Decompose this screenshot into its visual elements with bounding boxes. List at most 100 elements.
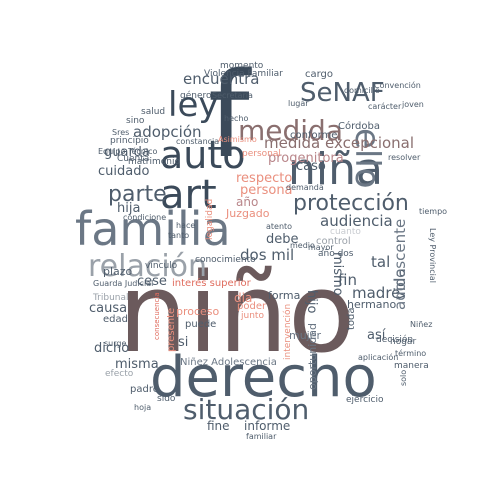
word-presente: presente [166, 307, 177, 352]
word-aplicacion: aplicación [358, 353, 399, 362]
word-ley-provincial: Ley Provincial [428, 228, 437, 283]
word-lugar: lugar [288, 99, 309, 108]
word-proceso: proceso [176, 305, 220, 318]
word-ejercicio: ejercicio [346, 395, 384, 405]
word-hoja: hoja [134, 403, 152, 412]
word-salud: salud [141, 107, 166, 117]
word-tiempo: tiempo [419, 207, 448, 216]
word-consecuencia: consecuencia [153, 292, 161, 340]
word-parte: parte [108, 182, 167, 207]
word-hogar: hogar [390, 337, 417, 347]
word-hermano: hermano [347, 298, 397, 311]
word-sido: sido [157, 394, 176, 404]
word-ninez-adolescencia: Niñez Adolescencia [180, 357, 277, 368]
word-ley: ley [168, 85, 219, 125]
word-familia: familia [75, 202, 231, 256]
word-convencion: Convención [374, 81, 421, 90]
word-conocimiento: conocimiento [195, 255, 256, 265]
word-cordoba: Córdoba [338, 121, 380, 132]
word-ano-dos: año dos [318, 249, 354, 259]
word-padre: padre [130, 384, 159, 395]
word-informe: informe [244, 419, 291, 433]
word-momento: momento [220, 61, 264, 71]
word-condicione: condicione [123, 213, 167, 222]
word-hijo: hijo [304, 290, 319, 314]
word-misma: misma [115, 357, 159, 372]
word-nino: niño [118, 249, 356, 377]
word-manera: manera [394, 361, 429, 371]
word-causa: causa [89, 301, 128, 316]
word-vinculo: vínculo [145, 261, 178, 271]
word-ano: año [236, 195, 259, 209]
word-medio: medio [290, 241, 315, 250]
word-genero: género [180, 91, 212, 101]
word-cuanto: cuanto [330, 227, 361, 237]
word-cese: cese [137, 274, 167, 289]
word-ninez: Niñez [410, 320, 433, 329]
word-fine: fine [207, 419, 230, 433]
word-sres: Sres [112, 128, 130, 137]
word-demanda: demanda [286, 183, 324, 192]
word-guarda: guarda [104, 145, 150, 160]
word-intervencion: intervención [283, 303, 293, 360]
word-proteccion: protección [293, 191, 409, 216]
word-hace: hace [176, 221, 196, 230]
word-hecho: hecho [224, 114, 249, 123]
word-interes-superior: interés superior [172, 278, 251, 289]
word-fin: fin [338, 271, 357, 289]
word-adopcion: adopción [133, 123, 202, 141]
word-auto: auto [160, 133, 246, 177]
word-tanto: tanto [168, 231, 190, 240]
word-sino: sino [126, 116, 145, 126]
word-hija: hija [117, 201, 141, 216]
word-matrimonio: matrimonio [128, 157, 180, 167]
word-principio: principio [110, 136, 149, 146]
word-puede: puede [185, 319, 217, 330]
word-poder: poder [237, 301, 267, 312]
word-efecto: efecto [105, 369, 134, 379]
word-situacion: situación [183, 393, 310, 426]
word-debe: debe [266, 232, 299, 247]
word-cargo: cargo [305, 69, 334, 80]
word-mayor: mayor [308, 243, 334, 252]
word-tal: tal [371, 253, 391, 271]
word-dicho: dicho [94, 341, 130, 356]
word-surge: surge [104, 339, 127, 348]
word-constancia: constancia [176, 137, 220, 146]
word-secretaria: Secretaría [212, 91, 253, 100]
word-audiencia: audiencia [320, 212, 393, 230]
word-dos-mil: dos mil [240, 246, 295, 264]
word-joven: joven [402, 100, 424, 109]
word-progenitora: progenitora [268, 151, 344, 166]
word-adolescente: adolescente [391, 218, 409, 310]
word-forma: forma [268, 289, 301, 302]
word-caracter: carácter [368, 102, 402, 111]
word-control: control [316, 236, 351, 247]
word-asimismo: Asimismo [218, 135, 257, 144]
word-toda: toda [346, 307, 357, 330]
word-guarda-judicial: Guarda Judicial [93, 279, 154, 288]
word-atento: atento [266, 222, 293, 231]
word-derecho: derecho [150, 345, 377, 410]
word-tribunal: Tribunal [93, 293, 129, 303]
word-personal: personal [242, 149, 281, 159]
word-familiar: familiar [246, 432, 277, 441]
word-cuidado: cuidado [98, 164, 150, 179]
word-domicilio: domicilio [344, 86, 380, 95]
word-respecto: respecto [236, 171, 293, 186]
word-plazo: plazo [103, 265, 133, 278]
word-caso: caso [296, 159, 326, 174]
word-junto: junto [241, 311, 264, 321]
word-art: art [160, 172, 217, 218]
word-medida: medida [238, 114, 343, 147]
word-dia: dia [234, 291, 253, 305]
word-persona: persona [240, 183, 293, 198]
word-cuenta: Cuenta [117, 154, 150, 164]
word-solo: solo [399, 369, 408, 386]
word-termino: término [395, 349, 427, 358]
word-f: f [208, 46, 250, 184]
word-asi: así [367, 328, 386, 343]
word-resolver: resolver [388, 153, 421, 162]
word-si: si [178, 335, 189, 350]
